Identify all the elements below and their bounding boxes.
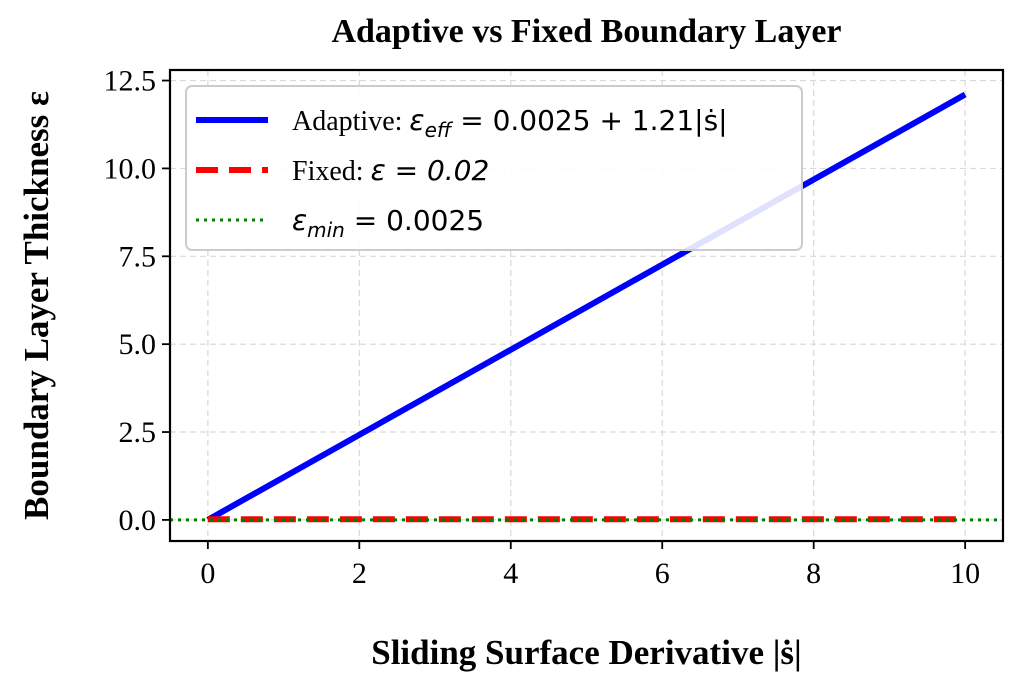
y-tick-label: 2.5 <box>119 416 157 449</box>
x-tick-label: 10 <box>950 557 980 590</box>
legend-box <box>185 85 803 251</box>
x-tick-label: 8 <box>806 557 821 590</box>
y-tick-label: 7.5 <box>119 240 157 273</box>
y-tick-label: 10.0 <box>104 152 157 185</box>
x-tick-label: 0 <box>200 557 215 590</box>
legend-label: εmin = 0.0025 <box>292 204 484 242</box>
series-line-solid <box>206 91 967 523</box>
plot-frame <box>168 68 1005 543</box>
y-axis-label: Boundary Layer Thickness ε <box>17 91 56 520</box>
y-tick-label: 12.5 <box>104 65 157 98</box>
y-tick-label: 0.0 <box>119 504 157 537</box>
legend-label: Fixed: ε = 0.02 <box>292 154 489 187</box>
x-tick-label: 2 <box>352 557 367 590</box>
x-axis-label: Sliding Surface Derivative |ṡ| <box>371 633 802 672</box>
chart-title: Adaptive vs Fixed Boundary Layer <box>331 13 841 50</box>
x-tick-label: 6 <box>655 557 670 590</box>
legend-label: Adaptive: εeff = 0.0025 + 1.21|ṡ| <box>292 104 728 142</box>
y-tick-label: 5.0 <box>119 328 157 361</box>
x-tick-label: 4 <box>503 557 518 590</box>
